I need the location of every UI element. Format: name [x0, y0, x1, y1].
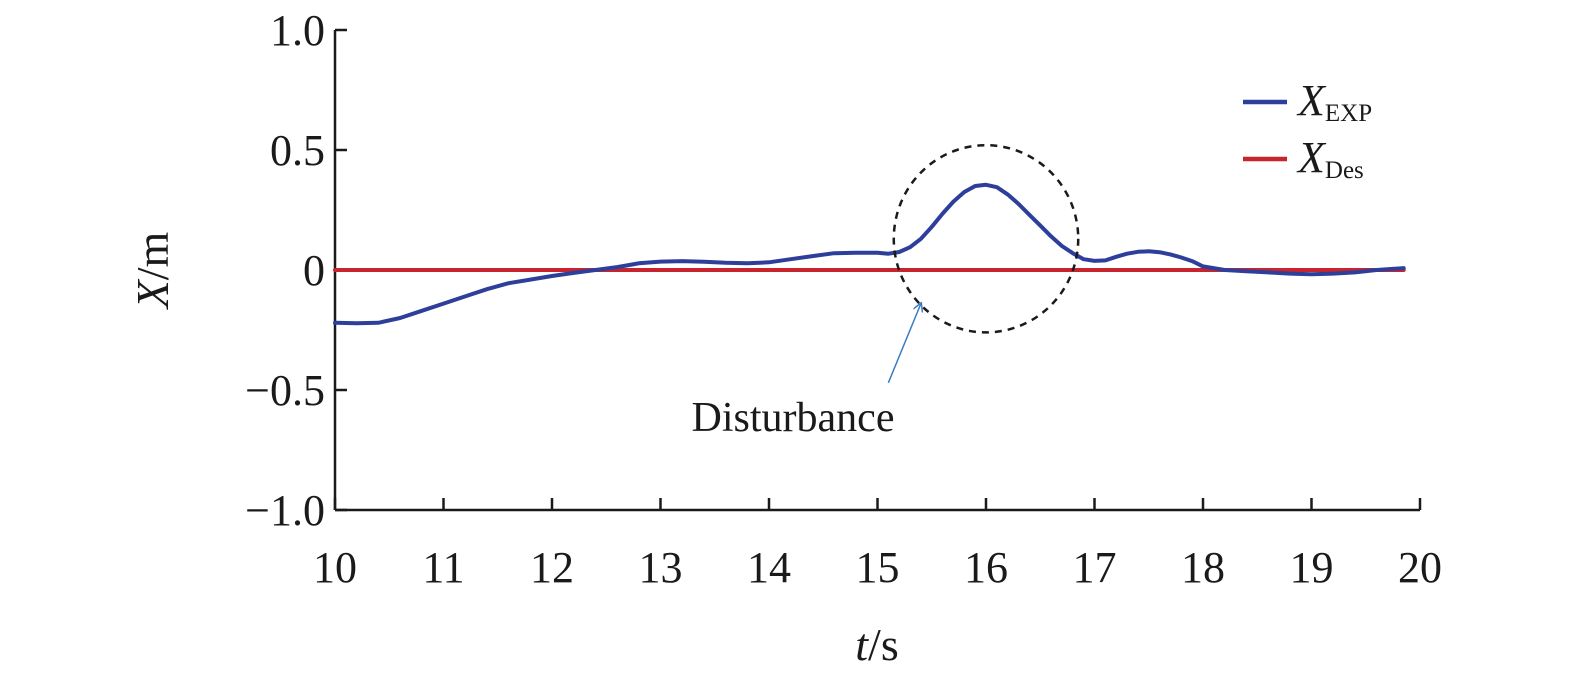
x-tick-label: 19: [1290, 543, 1334, 592]
x-tick-label: 11: [422, 543, 464, 592]
x-tick-label: 20: [1398, 543, 1442, 592]
plot-area: 1.0 0.5 0 −0.5 −1.0 10 11 12 13 14 15 16 17 18 19 20 D…: [245, 6, 1442, 592]
y-axis-label: X/m: [127, 231, 178, 310]
y-axis-ticks: 1.0 0.5 0 −0.5 −1.0: [245, 6, 347, 535]
y-tick-label: −0.5: [245, 366, 325, 415]
disturbance-arrow: [887, 304, 921, 384]
y-tick-label: 1.0: [270, 6, 325, 55]
legend-item-exp: XEXP: [1243, 76, 1372, 127]
x-tick-label: 18: [1181, 543, 1225, 592]
series-layer: [333, 182, 1406, 326]
x-tick-label: 14: [747, 543, 791, 592]
legend-label-des: XDes: [1296, 133, 1364, 184]
x-tick-label: 12: [530, 543, 574, 592]
disturbance-circle: [892, 143, 1080, 334]
x-tick-label: 16: [964, 543, 1008, 592]
x-tick-label: 13: [639, 543, 683, 592]
x-tick-label: 15: [856, 543, 900, 592]
x-axis-ticks: 10 11 12 13 14 15 16 17 18 19 20: [313, 498, 1442, 592]
x-axis-label: t/s: [855, 619, 898, 670]
y-tick-label: −1.0: [245, 486, 325, 535]
disturbance-label: Disturbance: [692, 395, 895, 441]
legend-item-des: XDes: [1243, 133, 1364, 184]
series-line-exp: [333, 182, 1406, 326]
legend: XEXP XDes: [1243, 76, 1372, 184]
legend-label-exp: XEXP: [1296, 76, 1372, 127]
x-tick-label: 10: [313, 543, 357, 592]
y-tick-label: 0: [303, 246, 325, 295]
x-tick-label: 17: [1073, 543, 1117, 592]
y-tick-label: 0.5: [270, 126, 325, 175]
annotation-layer: Disturbance: [692, 143, 1080, 441]
